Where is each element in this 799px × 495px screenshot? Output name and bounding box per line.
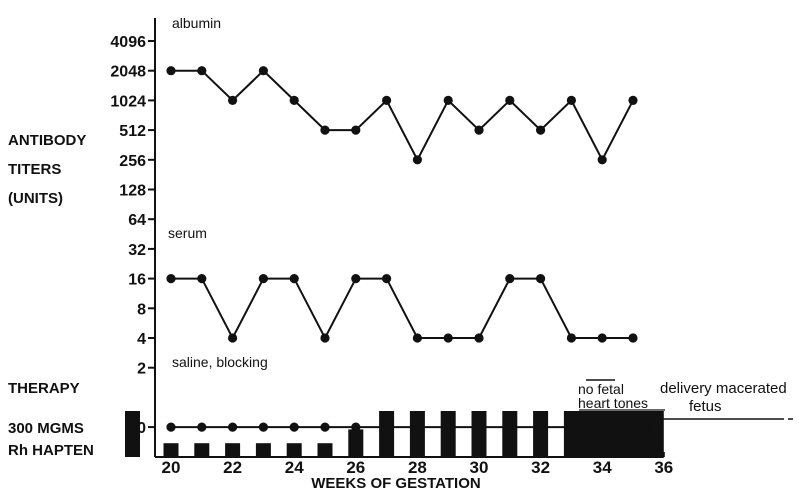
y-tick-label: 1024: [110, 93, 146, 110]
serum-series-point: [320, 333, 330, 343]
serum-series-point: [474, 333, 484, 343]
albumin-series-point: [166, 66, 176, 76]
y-axis-title-line: TITERS: [8, 161, 61, 178]
therapy-bar: [502, 411, 518, 457]
x-tick-label: 24: [285, 458, 304, 477]
delivery-annotation-line: delivery macerated: [660, 380, 787, 397]
saline-series-label: saline, blocking: [172, 354, 268, 370]
serum-series-label: serum: [168, 225, 207, 241]
x-tick-label: 34: [593, 458, 612, 477]
y-tick-label: 64: [128, 212, 146, 229]
x-tick-label: 20: [162, 458, 181, 477]
therapy-bar: [286, 443, 302, 457]
dose-label-line: 300 MGMS: [8, 420, 84, 437]
therapy-continuous-bar: [563, 411, 664, 457]
saline-series-point: [197, 422, 207, 432]
saline-series-point: [166, 422, 176, 432]
y-tick-label: 8: [137, 301, 146, 318]
serum-series-point: [412, 333, 422, 343]
serum-series-point: [443, 333, 453, 343]
therapy-bar: [348, 429, 364, 457]
serum-series-point: [228, 333, 238, 343]
albumin-series-point: [289, 95, 299, 105]
x-tick-label: 28: [408, 458, 427, 477]
therapy-bar: [471, 411, 487, 457]
saline-series-point: [289, 422, 299, 432]
albumin-series-point: [258, 66, 268, 76]
albumin-series-point: [597, 155, 607, 165]
serum-series-point: [197, 274, 207, 284]
y-tick-label: 512: [119, 123, 146, 140]
therapy-bar: [533, 411, 549, 457]
therapy-bar: [225, 443, 241, 457]
y-tick-label: 2048: [110, 64, 146, 81]
delivery-arrow-head: [645, 438, 655, 449]
saline-series-point: [258, 422, 268, 432]
serum-series-point: [351, 274, 361, 284]
x-tick-label: 32: [531, 458, 550, 477]
no-fetal-annotation-line: no fetal: [578, 381, 624, 397]
serum-series-point: [289, 274, 299, 284]
y-tick-label: 256: [119, 153, 146, 170]
albumin-series-point: [566, 95, 577, 105]
serum-series-point: [566, 333, 577, 343]
y-tick-label: 4096: [110, 34, 146, 51]
albumin-series-line: [171, 69, 634, 162]
therapy-bar: [255, 443, 271, 457]
serum-series-point: [628, 333, 638, 343]
serum-series-line: [171, 277, 633, 341]
y-tick-label: 2: [137, 361, 146, 378]
albumin-series-point: [536, 125, 546, 135]
therapy-bar: [317, 443, 333, 457]
serum-series-point: [166, 274, 176, 284]
delivery-annotation-line: fetus: [689, 398, 722, 415]
y-axis-title-line: ANTIBODY: [8, 132, 86, 149]
serum-series-point: [505, 274, 515, 284]
albumin-series-point: [197, 66, 207, 76]
albumin-series-point: [443, 95, 453, 105]
x-tick-label: 26: [346, 458, 365, 477]
therapy-label: THERAPY: [8, 380, 80, 397]
albumin-series-point: [628, 95, 638, 105]
x-tick-label: 22: [223, 458, 242, 477]
serum-series-point: [382, 274, 392, 284]
saline-series-point: [320, 422, 330, 432]
albumin-series-point: [320, 125, 330, 135]
albumin-series-point: [228, 95, 238, 105]
x-axis-title: WEEKS OF GESTATION: [311, 475, 480, 490]
albumin-series-point: [382, 95, 392, 105]
y-tick-label: 16: [128, 272, 146, 289]
serum-series-point: [597, 333, 607, 343]
therapy-bar: [163, 443, 179, 457]
albumin-series-point: [351, 125, 361, 135]
albumin-series-point: [474, 125, 484, 135]
y-tick-label: 128: [119, 183, 146, 200]
x-tick-label: 36: [654, 458, 673, 477]
dose-label-line: Rh HAPTEN: [8, 442, 94, 459]
y-tick-label: 4: [137, 331, 146, 348]
albumin-series-label: albumin: [172, 15, 221, 31]
x-tick-label: 30: [470, 458, 489, 477]
albumin-series-point: [505, 95, 515, 105]
therapy-bar: [409, 411, 425, 457]
albumin-series-point: [412, 155, 422, 165]
y-tick-label: 32: [128, 242, 146, 259]
therapy-bar: [440, 411, 456, 457]
therapy-bar: [194, 443, 210, 457]
saline-series-point: [228, 422, 238, 432]
therapy-bar: [379, 411, 395, 457]
serum-series-point: [258, 274, 268, 284]
y-axis-title-line: (UNITS): [8, 190, 63, 207]
therapy-bar: [125, 411, 140, 457]
no-fetal-annotation-line: heart tones: [578, 395, 648, 411]
y-tick-label: 0: [137, 420, 146, 437]
serum-series-point: [536, 274, 546, 284]
